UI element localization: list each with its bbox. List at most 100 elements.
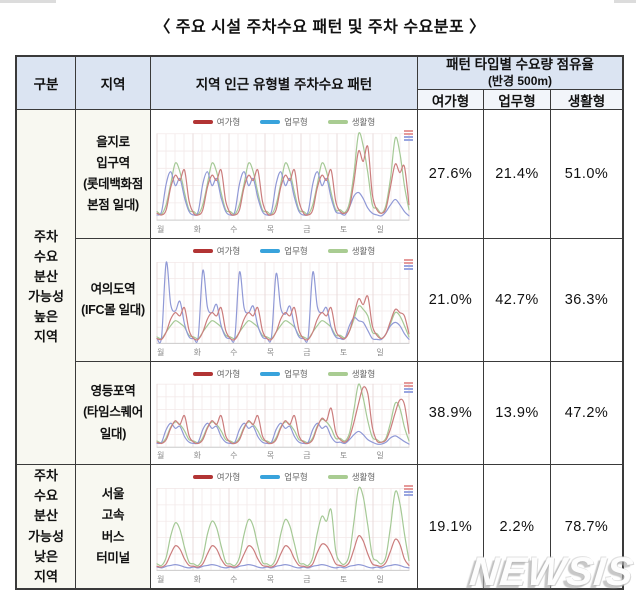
legend-label: 업무형 bbox=[284, 471, 308, 482]
x-axis-day-label: 수 bbox=[230, 225, 238, 234]
header-region: 지역 bbox=[76, 57, 151, 110]
header-type-work: 업무형 bbox=[484, 90, 551, 110]
chart-menu-icon bbox=[404, 382, 413, 393]
group-low-dispersion: 주차 수요 분산 가능성 낮은 지역 bbox=[17, 465, 76, 588]
legend-label: 여가형 bbox=[216, 368, 241, 379]
x-axis-day-label: 수 bbox=[230, 348, 238, 357]
legend-swatch bbox=[192, 371, 213, 376]
x-axis-day-label: 금 bbox=[303, 575, 311, 584]
x-axis-day-label: 월 bbox=[157, 348, 165, 357]
legend-item: 생활형 bbox=[327, 368, 376, 380]
header-share-title: 패턴 타입별 수요량 점유율 bbox=[446, 57, 594, 73]
legend-item: 여가형 bbox=[192, 368, 241, 380]
chart-cell-yeongdeungpo: 여가형 업무형 생활형 월 화 수 목 금 토 일 bbox=[151, 362, 418, 465]
x-axis-day-label: 화 bbox=[193, 225, 201, 234]
group-high-dispersion: 주차 수요 분산 가능성 높은 지역 bbox=[17, 110, 76, 465]
legend-label: 여가형 bbox=[216, 471, 241, 482]
chart-menu-icon bbox=[404, 485, 413, 496]
x-axis-day-label: 목 bbox=[266, 575, 275, 584]
x-axis-day-label: 금 bbox=[303, 451, 311, 460]
chart-menu-icon bbox=[404, 130, 413, 141]
line-chart bbox=[155, 128, 413, 224]
pct-leisure: 38.9% bbox=[418, 362, 484, 465]
line-chart bbox=[155, 483, 413, 574]
chart-plot-area bbox=[155, 128, 413, 224]
legend-item: 업무형 bbox=[260, 471, 308, 483]
pct-leisure: 19.1% bbox=[418, 465, 484, 588]
page-title: 〈 주요 시설 주차수요 패턴 및 주차 수요분포 〉 bbox=[154, 19, 486, 36]
header-type-living: 생활형 bbox=[551, 90, 622, 110]
pct-living: 36.3% bbox=[551, 239, 622, 362]
x-axis-day-label: 월 bbox=[157, 225, 165, 234]
chart-plot-area bbox=[155, 483, 413, 574]
legend-item: 생활형 bbox=[327, 116, 376, 128]
header-share: 패턴 타입별 수요량 점유율 (반경 500m) bbox=[418, 57, 622, 90]
pct-living: 51.0% bbox=[551, 110, 622, 239]
x-axis-day-label: 목 bbox=[266, 225, 275, 234]
legend-item: 업무형 bbox=[260, 368, 308, 380]
legend-label: 업무형 bbox=[284, 368, 308, 379]
region-euljiro: 을지로 입구역 (롯데백화점 본점 일대) bbox=[76, 110, 151, 239]
legend-swatch bbox=[327, 119, 348, 124]
region-yeouido: 여의도역 (IFC몰 일대) bbox=[76, 239, 151, 362]
x-axis-day-label: 월 bbox=[157, 451, 165, 460]
x-axis-day-label: 토 bbox=[339, 575, 348, 584]
pct-living: 78.7% bbox=[551, 465, 622, 588]
newsis-watermark: NEWSIS bbox=[467, 550, 637, 594]
x-axis-day-label: 화 bbox=[193, 575, 201, 584]
legend-label: 생활형 bbox=[351, 471, 376, 482]
x-axis-day-label: 화 bbox=[193, 451, 201, 460]
pct-living: 47.2% bbox=[551, 362, 622, 465]
legend-label: 생활형 bbox=[351, 116, 376, 127]
legend-label: 여가형 bbox=[216, 116, 241, 127]
x-axis-day-label: 일 bbox=[376, 225, 384, 234]
legend-item: 업무형 bbox=[260, 116, 308, 128]
line-chart bbox=[155, 257, 413, 347]
legend-swatch bbox=[327, 474, 348, 479]
legend-item: 업무형 bbox=[260, 245, 308, 257]
legend-swatch bbox=[260, 371, 281, 376]
x-axis-day-label: 토 bbox=[339, 225, 348, 234]
region-yeongdeungpo: 영등포역 (타임스퀘어 일대) bbox=[76, 362, 151, 465]
header-type-leisure: 여가형 bbox=[418, 90, 484, 110]
page-edge-artifact bbox=[0, 0, 56, 3]
legend-label: 생활형 bbox=[351, 368, 376, 379]
header-pattern: 지역 인근 유형별 주차수요 패턴 bbox=[151, 57, 418, 110]
legend-swatch bbox=[327, 371, 348, 376]
pct-work: 2.2% bbox=[484, 465, 551, 588]
legend-item: 생활형 bbox=[327, 245, 376, 257]
x-axis-day-label: 목 bbox=[266, 348, 275, 357]
legend-label: 업무형 bbox=[284, 245, 308, 256]
legend-swatch bbox=[192, 248, 213, 253]
demand-pattern-chart: 여가형 업무형 생활형 월 화 수 목 금 토 일 bbox=[155, 115, 413, 235]
x-axis-day-label: 토 bbox=[339, 451, 348, 460]
legend-label: 생활형 bbox=[351, 245, 376, 256]
demand-pattern-chart: 여가형 업무형 생활형 월 화 수 목 금 토 일 bbox=[155, 367, 413, 461]
x-axis-day-label: 토 bbox=[339, 348, 348, 357]
demand-pattern-chart: 여가형 업무형 생활형 월 화 수 목 금 토 일 bbox=[155, 244, 413, 358]
chart-cell-terminal: 여가형 업무형 생활형 월 화 수 목 금 토 일 bbox=[151, 465, 418, 588]
chart-cell-yeouido: 여가형 업무형 생활형 월 화 수 목 금 토 일 bbox=[151, 239, 418, 362]
x-axis-day-label: 일 bbox=[376, 575, 384, 584]
x-axis-day-label: 일 bbox=[376, 348, 384, 357]
legend-item: 여가형 bbox=[192, 116, 241, 128]
chart-cell-euljiro: 여가형 업무형 생활형 월 화 수 목 금 토 일 bbox=[151, 110, 418, 239]
chart-plot-area bbox=[155, 257, 413, 347]
chart-menu-icon bbox=[404, 259, 413, 270]
page-edge-artifact bbox=[614, 0, 636, 3]
pct-leisure: 21.0% bbox=[418, 239, 484, 362]
legend-item: 생활형 bbox=[327, 471, 376, 483]
legend-item: 여가형 bbox=[192, 471, 241, 483]
legend-swatch bbox=[327, 248, 348, 253]
x-axis-day-label: 목 bbox=[266, 451, 275, 460]
parking-demand-table: 구분 지역 지역 인근 유형별 주차수요 패턴 패턴 타입별 수요량 점유율 (… bbox=[15, 55, 624, 590]
pct-work: 42.7% bbox=[484, 239, 551, 362]
header-share-subtitle: (반경 500m) bbox=[487, 73, 553, 88]
chart-plot-area bbox=[155, 380, 413, 450]
legend-item: 여가형 bbox=[192, 245, 240, 257]
demand-pattern-chart: 여가형 업무형 생활형 월 화 수 목 금 토 일 bbox=[155, 470, 413, 585]
chart-legend: 여가형 업무형 생활형 bbox=[155, 115, 413, 128]
chart-legend: 여가형 업무형 생활형 bbox=[155, 367, 413, 380]
